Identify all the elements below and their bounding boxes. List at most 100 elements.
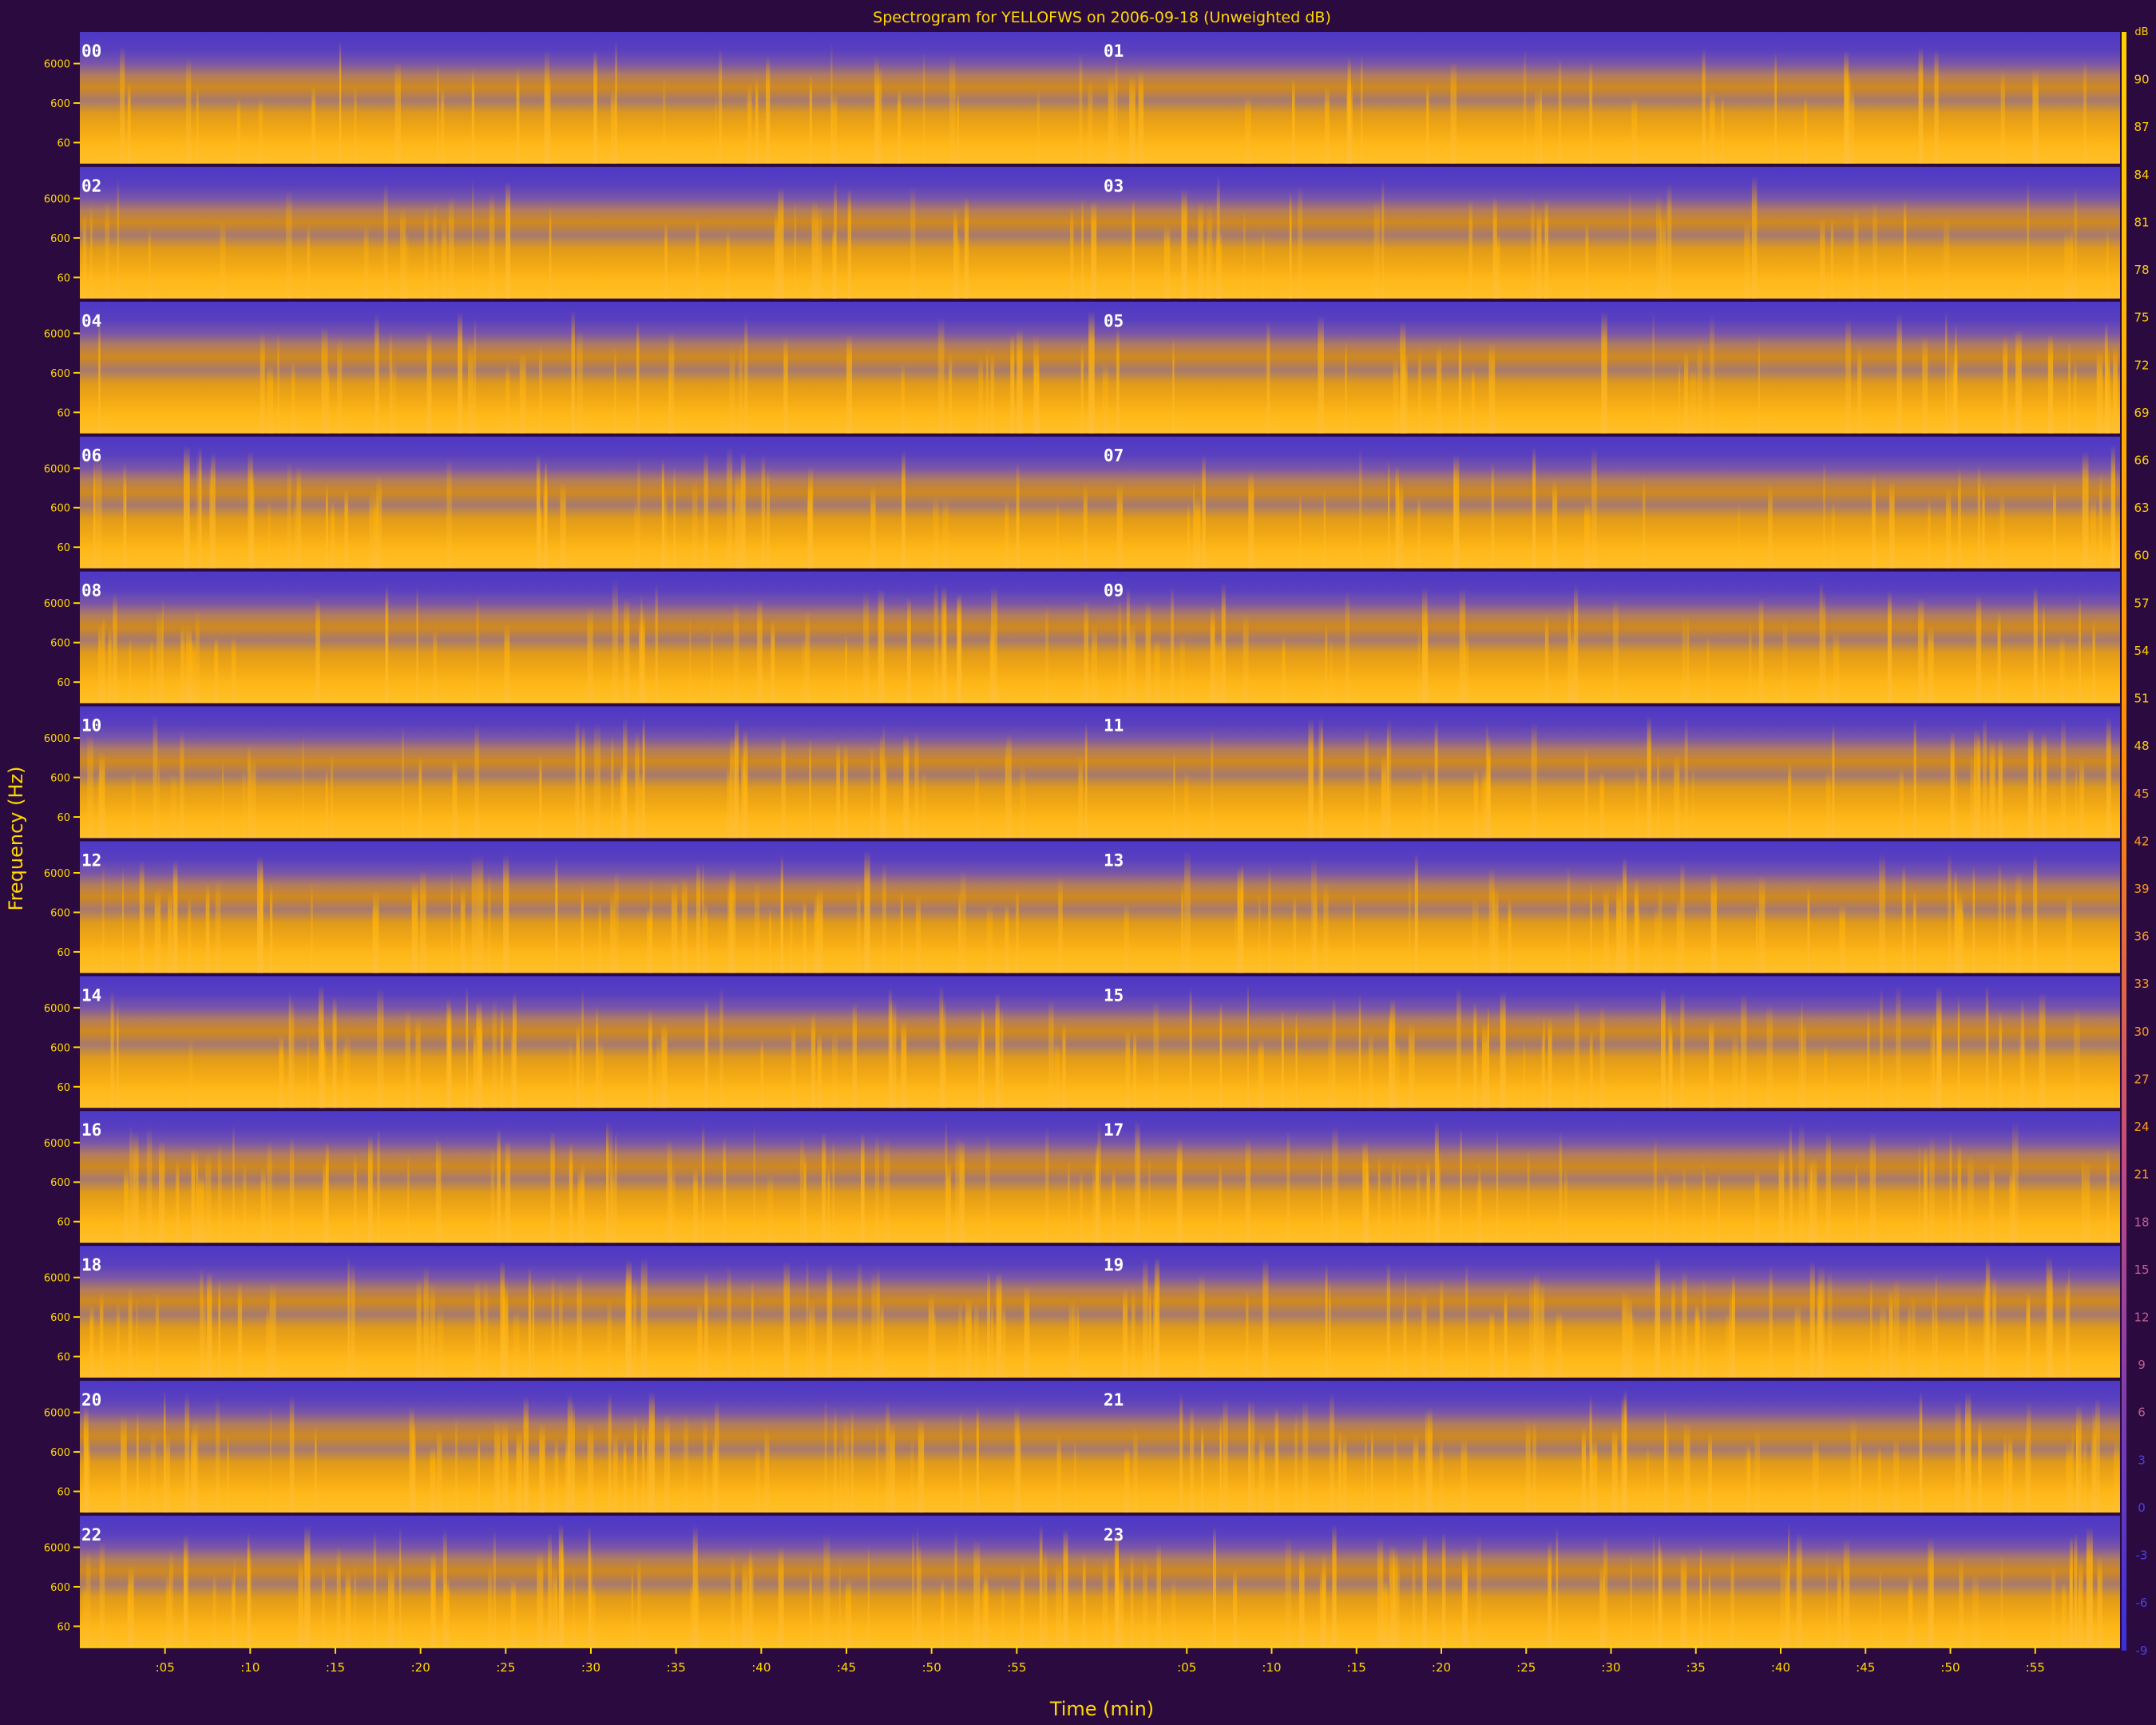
energy-streak (1812, 1437, 1819, 1513)
energy-streak (1478, 1161, 1481, 1243)
energy-streak (778, 187, 784, 299)
energy-streak (99, 1291, 104, 1378)
energy-streak (1968, 1445, 1972, 1513)
x-tick-label: :45 (837, 1660, 856, 1675)
energy-streak (441, 85, 445, 164)
energy-streak (258, 98, 264, 164)
energy-streak (1533, 1272, 1540, 1378)
energy-streak (1982, 481, 1985, 569)
energy-streak (1686, 615, 1690, 704)
energy-streak (1908, 1304, 1911, 1378)
energy-streak (890, 1422, 895, 1513)
energy-streak (985, 346, 989, 434)
energy-streak (1388, 1010, 1392, 1108)
energy-streak (882, 862, 886, 974)
energy-streak (307, 1034, 309, 1108)
energy-streak (516, 68, 520, 164)
energy-streak (168, 890, 172, 974)
energy-streaks (98, 580, 2095, 704)
energy-streak (176, 1160, 180, 1243)
frequency-tick-label: 6000 (44, 868, 70, 880)
energy-streak (388, 1564, 394, 1648)
energy-streak (2015, 871, 2022, 974)
energy-streak (874, 56, 879, 164)
energy-streak (1899, 767, 1904, 839)
energy-streak (550, 1131, 555, 1243)
energy-streak (623, 1438, 627, 1513)
energy-streak (1426, 81, 1429, 164)
energy-streak (1439, 1438, 1444, 1513)
energy-streak (805, 610, 810, 704)
energy-streak (941, 998, 946, 1108)
energy-streak (1002, 1303, 1006, 1378)
energy-streak (1016, 886, 1019, 974)
energy-streak (2083, 1161, 2091, 1243)
energy-streak (1024, 1285, 1030, 1378)
energy-streak (1364, 727, 1369, 839)
energy-streak (1857, 345, 1862, 434)
energy-streak (248, 451, 253, 569)
energy-streak (250, 757, 256, 839)
energy-streak (577, 1271, 582, 1378)
energy-streak (1935, 1272, 1937, 1378)
frequency-tick-label: 600 (50, 638, 70, 650)
chart-title: Spectrogram for YELLOFWS on 2006-09-18 (… (873, 9, 1331, 26)
energy-streak (1798, 1123, 1805, 1243)
energy-streak (740, 452, 746, 569)
energy-streak (1959, 1556, 1964, 1648)
energy-streak (1285, 1537, 1292, 1648)
energy-streak (1913, 888, 1916, 974)
frequency-tick-label: 600 (50, 233, 70, 245)
energy-streak (1054, 1041, 1060, 1108)
energy-streak (2026, 1292, 2031, 1378)
energy-streak (1958, 468, 1961, 569)
energy-streak (1302, 1400, 1309, 1513)
energy-streak (689, 615, 692, 704)
energy-streak (1458, 335, 1462, 434)
energy-streak (1148, 1153, 1151, 1243)
energy-streak (1872, 474, 1876, 569)
energy-streak (510, 1579, 517, 1648)
energy-streak (1999, 1010, 2002, 1108)
energy-streak (1655, 1257, 1661, 1378)
energy-streak (727, 763, 731, 839)
energy-streak (1832, 724, 1835, 839)
spectrogram-row: 12 13 (80, 841, 2120, 974)
energy-streak (1388, 459, 1390, 569)
energy-streak (1135, 1119, 1138, 1243)
energy-streak (581, 1159, 585, 1243)
frequency-tick-label: 60 (57, 1621, 70, 1633)
energy-streak (345, 1569, 351, 1648)
energy-streak (1084, 601, 1089, 704)
energy-streak (472, 179, 474, 299)
energy-streak (1831, 500, 1835, 569)
energy-streak (2047, 334, 2054, 434)
energy-streak (1972, 865, 1976, 974)
energy-streak (458, 311, 463, 434)
energy-streak (1768, 484, 1773, 569)
energy-streak (216, 1397, 220, 1513)
energy-streak (1532, 446, 1536, 569)
energy-streak (128, 1565, 134, 1648)
energy-streak (856, 882, 861, 974)
energy-streak (1154, 638, 1160, 704)
energy-streak (1463, 633, 1469, 704)
energy-streak (958, 890, 961, 974)
energy-streak (1096, 1142, 1099, 1243)
energy-streak (133, 1132, 139, 1243)
energy-streak (477, 855, 484, 974)
colorbar-tick-label: 39 (2134, 882, 2149, 896)
energy-streak (116, 1301, 120, 1378)
energy-streak (916, 1525, 919, 1648)
energy-streak (339, 40, 342, 164)
energy-streak (1472, 895, 1479, 974)
frequency-tick-label: 6000 (44, 1273, 70, 1285)
energy-streak (321, 327, 328, 434)
x-tick-label: :40 (1771, 1660, 1790, 1675)
energy-streak (882, 723, 885, 839)
energy-streak (1559, 1131, 1563, 1243)
energy-streak (590, 1582, 596, 1648)
energy-streak (1097, 1122, 1101, 1243)
x-tick-label: :35 (1686, 1660, 1706, 1675)
